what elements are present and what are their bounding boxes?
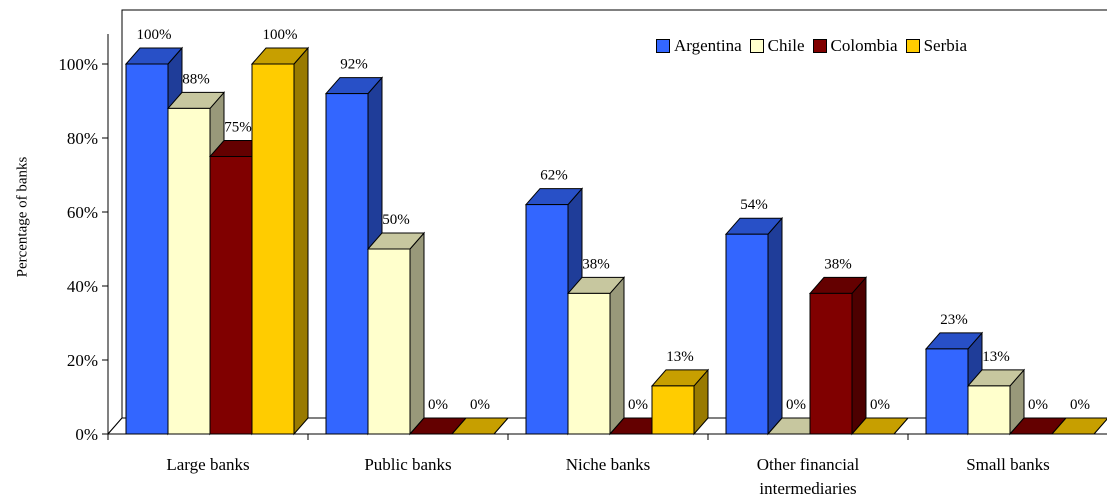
bar-chile-small-banks: [967, 385, 1011, 435]
data-label-argentina-large-banks: 100%: [137, 27, 172, 43]
y-tick-label: 20%: [67, 351, 98, 370]
data-label-argentina-public-banks: 92%: [340, 57, 368, 73]
x-category-label: Public banks: [364, 455, 451, 474]
bar-argentina-public-banks: [325, 93, 369, 435]
y-tick-label: 40%: [67, 277, 98, 296]
y-tick-label: 60%: [67, 203, 98, 222]
data-label-chile-other-financial-intermediaries: 0%: [786, 397, 806, 413]
bar-argentina-other-financial-intermediaries: [725, 233, 769, 435]
bar-chile-public-banks-side: [409, 231, 425, 436]
y-axis-label-container: Percentage of banks: [8, 0, 38, 434]
bar-colombia-other-financial-intermediaries-side: [851, 276, 867, 436]
data-label-serbia-public-banks: 0%: [470, 397, 490, 413]
bar-serbia-niche-banks: [651, 385, 695, 435]
x-category-label: Niche banks: [566, 455, 651, 474]
y-tick-label: 0%: [75, 425, 98, 444]
legend-item-serbia: Serbia: [905, 36, 968, 56]
legend-label-chile: Chile: [767, 36, 805, 55]
data-label-argentina-small-banks: 23%: [940, 312, 968, 328]
bar-serbia-small-banks-top: [1050, 417, 1107, 435]
bar-argentina-small-banks: [925, 348, 969, 435]
data-label-colombia-public-banks: 0%: [428, 397, 448, 413]
legend-swatch-colombia: [812, 39, 827, 53]
legend-label-serbia: Serbia: [923, 36, 968, 55]
data-label-colombia-small-banks: 0%: [1028, 397, 1048, 413]
bar-argentina-niche-banks: [525, 204, 569, 435]
bar-serbia-public-banks-top: [450, 417, 510, 435]
bar-serbia-other-financial-intermediaries-top: [850, 417, 910, 435]
legend-swatch-chile: [749, 39, 764, 53]
bar-serbia-large-banks: [251, 63, 295, 435]
data-label-serbia-large-banks: 100%: [263, 27, 298, 43]
data-label-serbia-other-financial-intermediaries: 0%: [870, 397, 890, 413]
legend-label-colombia: Colombia: [830, 36, 898, 55]
data-label-chile-large-banks: 88%: [182, 71, 210, 87]
data-label-chile-niche-banks: 38%: [582, 256, 610, 272]
data-label-colombia-niche-banks: 0%: [628, 397, 648, 413]
data-label-colombia-large-banks: 75%: [224, 120, 252, 136]
y-tick-label: 100%: [58, 55, 98, 74]
bar-chile-niche-banks-side: [609, 276, 625, 436]
data-label-serbia-niche-banks: 13%: [666, 349, 694, 365]
legend-swatch-serbia: [905, 39, 920, 53]
legend-item-colombia: Colombia: [812, 36, 898, 56]
x-category-label: intermediaries: [759, 479, 856, 498]
legend-item-argentina: Argentina: [656, 36, 742, 56]
y-tick-label: 80%: [67, 129, 98, 148]
data-label-serbia-small-banks: 0%: [1070, 397, 1090, 413]
bar-colombia-large-banks: [209, 156, 253, 435]
data-label-colombia-other-financial-intermediaries: 38%: [824, 256, 852, 272]
y-axis-label: Percentage of banks: [14, 156, 31, 278]
bar-colombia-other-financial-intermediaries: [809, 292, 853, 435]
data-label-chile-small-banks: 13%: [982, 349, 1010, 365]
legend: Argentina Chile Colombia Serbia: [656, 36, 967, 56]
data-label-argentina-niche-banks: 62%: [540, 168, 568, 184]
bar-chile-public-banks: [367, 248, 411, 435]
data-label-argentina-other-financial-intermediaries: 54%: [740, 197, 768, 213]
legend-label-argentina: Argentina: [674, 36, 742, 55]
legend-swatch-argentina: [656, 39, 670, 53]
x-category-label: Small banks: [966, 455, 1050, 474]
data-label-chile-public-banks: 50%: [382, 212, 410, 228]
bar-chile-niche-banks: [567, 292, 611, 435]
bar-argentina-other-financial-intermediaries-side: [767, 216, 783, 436]
legend-item-chile: Chile: [749, 36, 805, 56]
bar-chile-large-banks: [167, 107, 211, 435]
x-category-label: Other financial: [757, 455, 860, 474]
bar-argentina-large-banks: [125, 63, 169, 435]
bar-serbia-large-banks-side: [293, 46, 309, 436]
x-category-label: Large banks: [166, 455, 249, 474]
